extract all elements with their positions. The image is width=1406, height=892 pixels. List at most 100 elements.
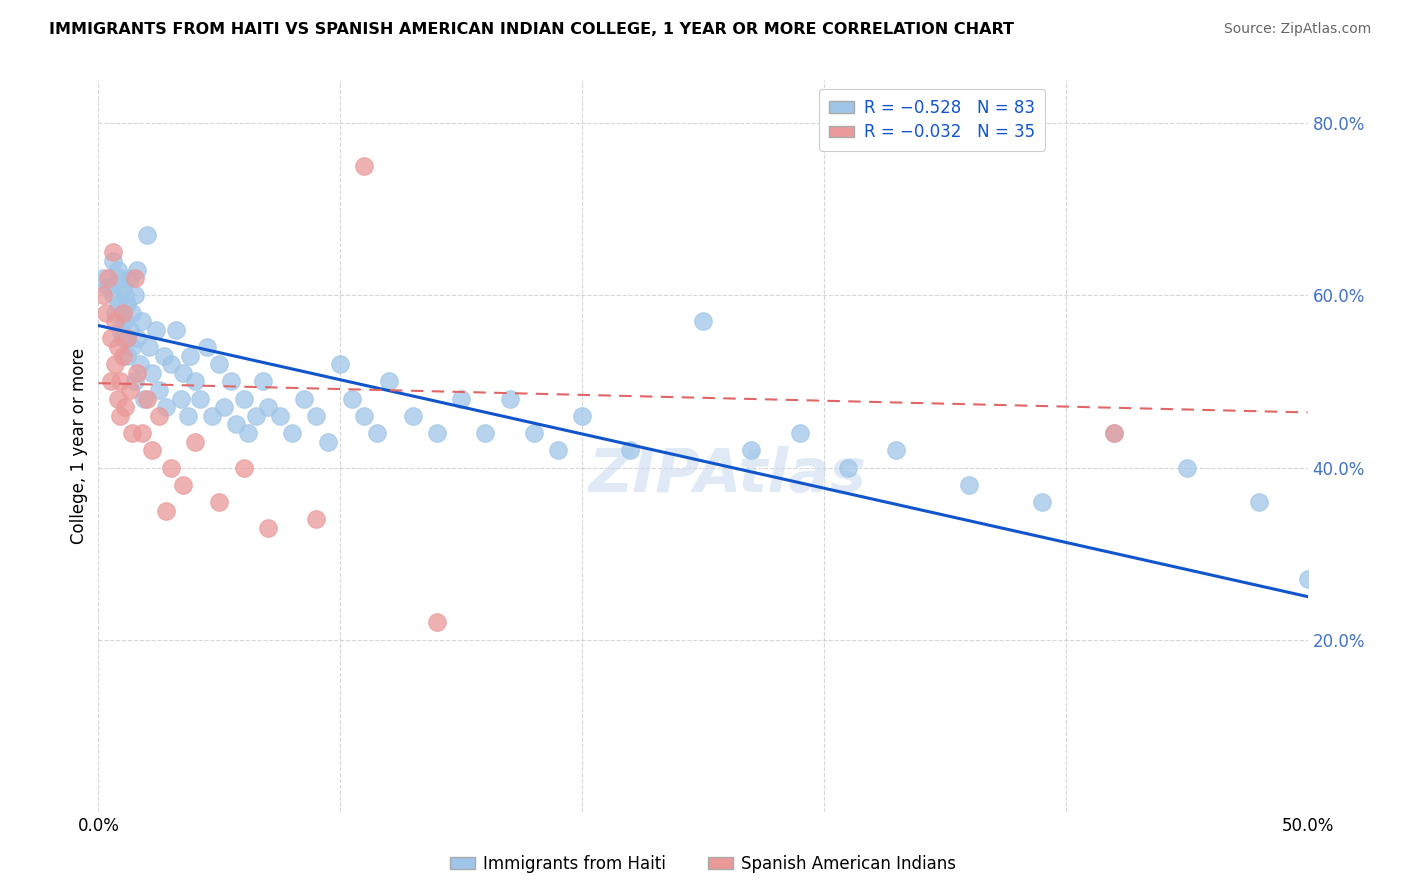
Point: [118, 323, 141, 337]
Point: [165, 323, 187, 337]
Point: [138, 340, 160, 354]
Point: [127, 262, 149, 277]
Point: [426, 615, 449, 630]
Point: [128, 357, 150, 371]
Text: Source: ZipAtlas.com: Source: ZipAtlas.com: [1223, 22, 1371, 37]
Point: [177, 409, 200, 423]
Point: [292, 392, 315, 406]
Point: [269, 409, 291, 423]
Point: [179, 349, 201, 363]
Point: [101, 245, 124, 260]
Point: [101, 254, 124, 268]
Point: [474, 426, 496, 441]
Point: [329, 357, 352, 371]
Point: [212, 401, 235, 415]
Point: [118, 383, 141, 397]
Point: [107, 340, 129, 354]
Point: [402, 409, 425, 423]
Point: [957, 477, 980, 491]
Point: [117, 297, 139, 311]
Point: [107, 392, 129, 406]
Point: [316, 434, 339, 449]
Point: [121, 340, 143, 354]
Point: [104, 314, 127, 328]
Point: [201, 409, 224, 423]
Point: [114, 314, 136, 328]
Point: [245, 409, 267, 423]
Point: [131, 426, 153, 441]
Point: [281, 426, 304, 441]
Point: [1102, 426, 1125, 441]
Point: [131, 314, 153, 328]
Point: [498, 392, 520, 406]
Point: [97, 280, 120, 294]
Point: [117, 331, 139, 345]
Point: [148, 409, 170, 423]
Point: [232, 460, 254, 475]
Point: [619, 443, 641, 458]
Point: [547, 443, 569, 458]
Point: [426, 426, 449, 441]
Point: [305, 512, 328, 526]
Point: [107, 262, 129, 277]
Point: [124, 375, 146, 389]
Point: [111, 305, 134, 319]
Point: [111, 305, 134, 319]
Point: [208, 495, 231, 509]
Point: [100, 331, 122, 345]
Point: [523, 426, 546, 441]
Point: [1175, 460, 1198, 475]
Point: [111, 331, 134, 345]
Point: [1102, 426, 1125, 441]
Point: [101, 288, 124, 302]
Point: [108, 375, 131, 389]
Point: [221, 375, 243, 389]
Point: [100, 375, 122, 389]
Legend: R = −0.528   N = 83, R = −0.032   N = 35: R = −0.528 N = 83, R = −0.032 N = 35: [820, 88, 1045, 152]
Point: [135, 228, 157, 243]
Point: [104, 305, 127, 319]
Point: [155, 401, 177, 415]
Point: [155, 503, 177, 517]
Point: [141, 443, 163, 458]
Point: [225, 417, 247, 432]
Legend: Immigrants from Haiti, Spanish American Indians: Immigrants from Haiti, Spanish American …: [443, 848, 963, 880]
Point: [789, 426, 811, 441]
Point: [305, 409, 328, 423]
Point: [366, 426, 388, 441]
Point: [450, 392, 472, 406]
Point: [124, 271, 146, 285]
Point: [377, 375, 399, 389]
Point: [127, 366, 149, 380]
Point: [118, 271, 141, 285]
Point: [172, 477, 194, 491]
Point: [121, 305, 143, 319]
Point: [104, 357, 127, 371]
Text: IMMIGRANTS FROM HAITI VS SPANISH AMERICAN INDIAN COLLEGE, 1 YEAR OR MORE CORRELA: IMMIGRANTS FROM HAITI VS SPANISH AMERICA…: [49, 22, 1014, 37]
Point: [188, 392, 211, 406]
Point: [1249, 495, 1271, 509]
Point: [169, 392, 191, 406]
Point: [184, 375, 207, 389]
Point: [160, 460, 183, 475]
Point: [172, 366, 194, 380]
Point: [256, 521, 278, 535]
Point: [91, 271, 114, 285]
Point: [114, 401, 136, 415]
Point: [94, 305, 117, 319]
Point: [1031, 495, 1053, 509]
Point: [252, 375, 274, 389]
Point: [195, 340, 218, 354]
Point: [111, 349, 134, 363]
Point: [232, 392, 254, 406]
Point: [108, 409, 131, 423]
Point: [141, 366, 163, 380]
Point: [160, 357, 183, 371]
Text: ZIPAtlas: ZIPAtlas: [588, 446, 866, 505]
Point: [692, 314, 714, 328]
Point: [127, 331, 149, 345]
Point: [342, 392, 364, 406]
Point: [184, 434, 207, 449]
Point: [353, 159, 375, 173]
Point: [124, 288, 146, 302]
